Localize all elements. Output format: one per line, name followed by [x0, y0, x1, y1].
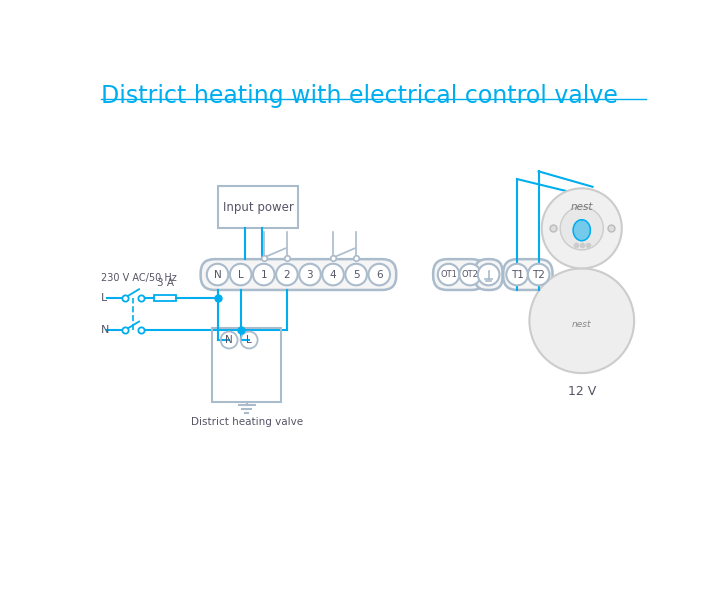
Text: Input power: Input power	[223, 201, 294, 214]
Circle shape	[345, 264, 367, 285]
Text: 5: 5	[353, 270, 360, 280]
Text: 6: 6	[376, 270, 383, 280]
Text: District heating with electrical control valve: District heating with electrical control…	[100, 84, 617, 108]
Circle shape	[506, 264, 528, 285]
Text: L: L	[238, 270, 244, 280]
Circle shape	[368, 264, 390, 285]
Text: N: N	[214, 270, 221, 280]
Circle shape	[438, 264, 459, 285]
FancyBboxPatch shape	[433, 259, 486, 290]
Circle shape	[276, 264, 298, 285]
Circle shape	[253, 264, 274, 285]
Polygon shape	[573, 220, 590, 241]
Circle shape	[542, 188, 622, 268]
Text: 2: 2	[283, 270, 290, 280]
Text: 1: 1	[261, 270, 267, 280]
Circle shape	[230, 264, 251, 285]
Circle shape	[299, 264, 321, 285]
Text: L: L	[100, 293, 107, 303]
Circle shape	[528, 264, 550, 285]
Circle shape	[561, 207, 604, 250]
Text: nest: nest	[571, 202, 593, 212]
FancyBboxPatch shape	[201, 259, 396, 290]
Text: N: N	[225, 335, 233, 345]
Text: 4: 4	[330, 270, 336, 280]
Text: T1: T1	[510, 270, 523, 280]
Text: District heating valve: District heating valve	[191, 417, 303, 427]
Text: 12 V: 12 V	[568, 385, 596, 397]
Text: T2: T2	[532, 270, 545, 280]
Text: 230 V AC/50 Hz: 230 V AC/50 Hz	[100, 273, 176, 283]
Text: N: N	[100, 325, 109, 335]
Text: OT1: OT1	[440, 270, 457, 279]
FancyBboxPatch shape	[475, 259, 502, 290]
Text: nest: nest	[572, 320, 592, 329]
Text: 3: 3	[306, 270, 313, 280]
Circle shape	[529, 268, 634, 373]
Circle shape	[459, 264, 481, 285]
Text: L: L	[246, 335, 252, 345]
Text: OT2: OT2	[462, 270, 478, 279]
Circle shape	[207, 264, 229, 285]
Circle shape	[478, 264, 499, 285]
Text: 3 A: 3 A	[157, 279, 174, 289]
FancyBboxPatch shape	[503, 259, 553, 290]
Circle shape	[323, 264, 344, 285]
